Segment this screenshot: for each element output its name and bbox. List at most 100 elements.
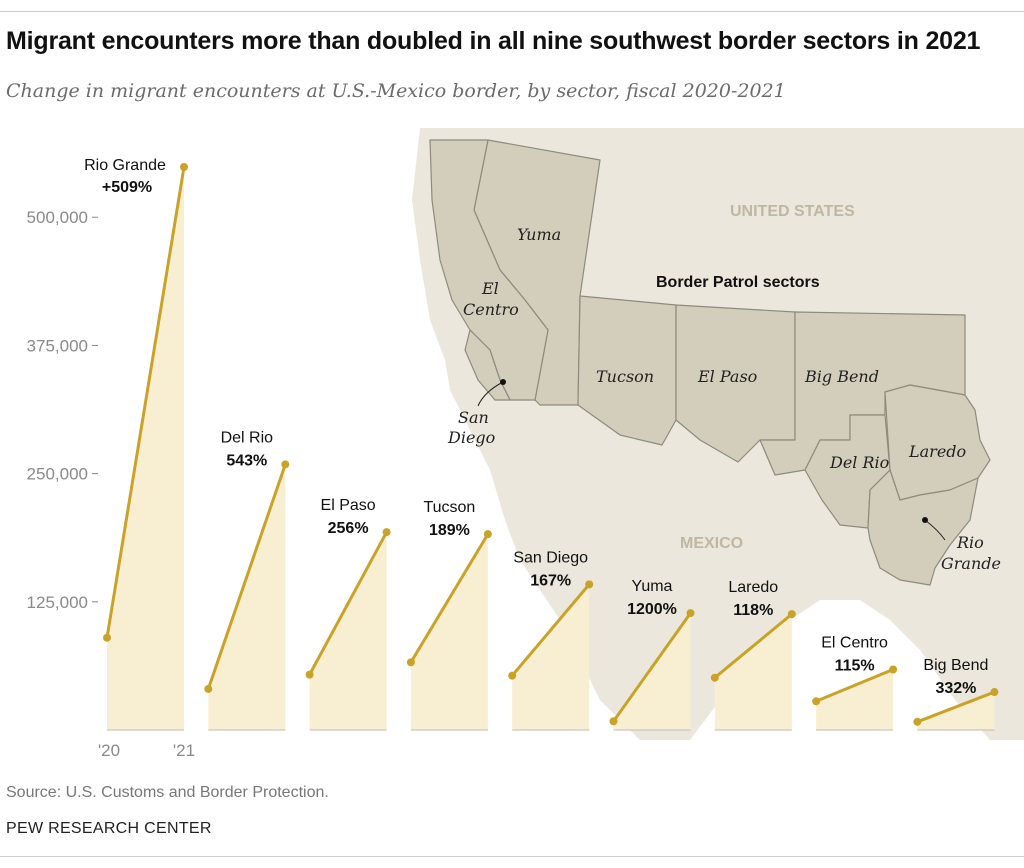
sector-panel: Rio Grande +509% — [84, 157, 188, 731]
sector-line — [713, 612, 793, 679]
map-baja — [495, 400, 598, 660]
point-2020 — [812, 697, 821, 706]
bottom-rule — [0, 856, 1024, 857]
point-2020 — [305, 670, 314, 679]
sector-area — [208, 464, 286, 730]
sector-line — [612, 612, 692, 723]
x-tick-label: '21 — [173, 741, 195, 760]
point-2021 — [787, 610, 796, 619]
y-tick-label: 125,000 — [27, 593, 88, 612]
map-label-rio-grande-1: Rio — [956, 533, 984, 552]
y-axis: 125,000 250,000 375,000 500,000 — [27, 208, 98, 612]
point-2020 — [609, 717, 618, 726]
sector-panel: Tucson 189% — [406, 499, 492, 731]
sector-panel: San Diego 167% — [508, 549, 594, 731]
point-2021 — [382, 528, 391, 537]
point-2020 — [913, 717, 922, 726]
sector-area — [410, 534, 488, 730]
org-credit: PEW RESEARCH CENTER — [6, 820, 212, 837]
rio-grande-dot — [922, 517, 928, 523]
sector-panel: El Paso 256% — [305, 497, 391, 731]
y-tick-label: 375,000 — [27, 336, 88, 355]
point-2021 — [483, 530, 492, 539]
map-label-united-states: UNITED STATES — [730, 203, 855, 220]
point-2021 — [990, 688, 999, 697]
map-label-del-rio: Del Rio — [829, 453, 889, 472]
sector-line — [308, 531, 388, 676]
sector-change-label: 1200% — [627, 601, 677, 618]
sector-name-label: Laredo — [728, 579, 778, 596]
top-rule — [0, 11, 1024, 12]
sector-name-label: Yuma — [632, 578, 673, 595]
sector-name-label: Rio Grande — [84, 157, 166, 174]
sector-name-label: Tucson — [423, 499, 475, 516]
source-note: Source: U.S. Customs and Border Protecti… — [6, 784, 329, 801]
point-2020 — [204, 684, 213, 693]
sector-line — [511, 583, 591, 677]
sector-name-label: El Paso — [321, 497, 376, 514]
sector-name-label: Del Rio — [221, 429, 274, 446]
sector-change-label: 256% — [328, 520, 369, 537]
map-label-laredo: Laredo — [908, 442, 966, 461]
x-tick-label: '20 — [98, 741, 120, 760]
sector-area — [917, 692, 995, 730]
point-2020 — [406, 658, 415, 667]
point-2020 — [103, 633, 111, 642]
map-label-rio-grande-2: Grande — [941, 554, 1001, 573]
sector-area — [714, 614, 792, 730]
sector-san-diego — [464, 329, 511, 401]
sector-name-label: El Centro — [821, 634, 888, 651]
point-2021 — [686, 609, 695, 618]
map-label-yuma: Yuma — [517, 225, 561, 244]
sector-line — [916, 690, 995, 724]
sector-panel: Laredo 118% — [710, 579, 796, 731]
map-label-el-centro-1: El — [481, 279, 499, 298]
border-map: UNITED STATES MEXICO Border Patrol secto… — [412, 128, 1024, 740]
point-2021 — [889, 665, 898, 674]
map-label-tucson: Tucson — [596, 367, 654, 386]
sector-panel: Big Bend 332% — [913, 657, 999, 731]
sector-change-label: 115% — [835, 657, 875, 674]
sector-line — [409, 533, 490, 664]
sector-rio-grande — [867, 469, 979, 586]
san-diego-dot — [500, 379, 506, 385]
san-diego-callout-line — [477, 381, 504, 407]
sector-change-label: 118% — [733, 602, 773, 619]
sector-panel: Yuma 1200% — [609, 578, 695, 731]
map-label-el-centro-2: Centro — [463, 300, 519, 319]
sector-change-label: 189% — [429, 522, 470, 539]
point-2020 — [710, 673, 719, 682]
point-2021 — [281, 460, 290, 469]
map-label-san-diego-1: San — [458, 408, 489, 427]
y-tick-label: 500,000 — [27, 208, 88, 227]
point-2021 — [180, 163, 188, 171]
sector-line — [815, 668, 894, 703]
map-label-el-paso: El Paso — [697, 367, 757, 386]
sector-change-label: +509% — [102, 179, 152, 196]
sector-change-label: 543% — [226, 452, 267, 469]
x-axis-labels: '20 '21 — [98, 741, 195, 760]
sector-area — [309, 532, 387, 730]
sector-change-label: 332% — [935, 680, 976, 697]
chart-subtitle: Change in migrant encounters at U.S.-Mex… — [6, 80, 786, 102]
map-heading: Border Patrol sectors — [656, 274, 820, 291]
point-2020 — [508, 671, 517, 680]
sector-name-label: San Diego — [513, 549, 588, 566]
chart-title: Migrant encounters more than doubled in … — [6, 27, 981, 55]
map-label-mexico: MEXICO — [680, 535, 743, 552]
sector-area — [107, 167, 184, 730]
map-label-big-bend: Big Bend — [804, 367, 879, 386]
sector-change-label: 167% — [530, 572, 571, 589]
map-label-san-diego-2: Diego — [447, 428, 495, 447]
sector-line — [206, 463, 287, 690]
sector-panel: El Centro 115% — [812, 634, 898, 731]
sector-line — [105, 166, 186, 638]
sector-name-label: Big Bend — [923, 657, 988, 674]
sector-area — [816, 669, 894, 730]
y-tick-label: 250,000 — [27, 465, 88, 484]
sector-area — [512, 584, 590, 730]
sector-panels: Rio Grande +509% Del Rio 543% El Paso 256% Tuc… — [84, 157, 999, 731]
sector-panel: Del Rio 543% — [204, 429, 290, 731]
point-2021 — [585, 580, 594, 589]
